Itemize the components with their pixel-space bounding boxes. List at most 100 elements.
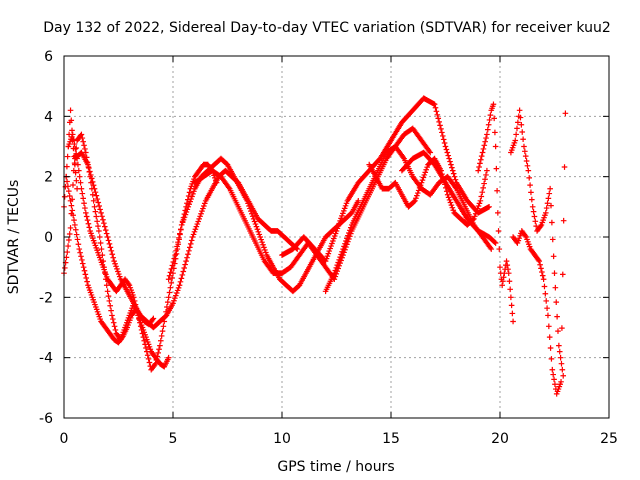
data-point	[488, 246, 495, 252]
data-point	[68, 117, 75, 124]
data-point	[105, 237, 112, 244]
data-point	[492, 143, 499, 150]
data-point	[506, 278, 513, 285]
data-point	[138, 327, 145, 333]
data-point	[436, 119, 442, 125]
data-point	[341, 205, 348, 212]
data-point	[99, 213, 105, 220]
data-point	[90, 198, 97, 204]
data-point	[91, 204, 98, 210]
data-point	[505, 266, 511, 272]
data-point	[66, 193, 73, 199]
data-point	[112, 327, 119, 333]
data-point	[341, 243, 347, 250]
data-point	[332, 230, 339, 237]
data-point	[546, 323, 552, 330]
data-point	[77, 249, 83, 256]
data-point	[184, 206, 191, 213]
y-tick-label: -6	[39, 411, 53, 427]
data-point	[508, 294, 514, 301]
data-point	[472, 210, 479, 217]
data-point	[448, 202, 455, 208]
axis-ticks: 0 5 10 15 20 25 -6 -4 -2 0 2 4 6	[39, 49, 618, 447]
data-point	[550, 371, 556, 378]
data-point	[262, 247, 268, 253]
data-point	[160, 323, 167, 330]
data-point	[144, 352, 151, 359]
data-point	[114, 266, 120, 272]
series-sat-7	[279, 95, 492, 264]
data-point	[476, 200, 483, 207]
data-point	[558, 379, 564, 385]
data-point	[103, 282, 110, 289]
data-point	[167, 269, 174, 276]
data-point	[86, 224, 93, 231]
data-point	[72, 226, 79, 233]
data-point	[165, 354, 172, 361]
data-point	[65, 188, 72, 194]
data-point	[450, 170, 457, 177]
data-point	[484, 131, 490, 138]
data-point	[537, 223, 544, 229]
data-point	[483, 172, 489, 178]
data-point	[544, 305, 550, 311]
data-point	[78, 131, 85, 138]
data-point	[83, 210, 89, 216]
data-point	[342, 203, 349, 209]
data-point	[509, 310, 516, 317]
data-point	[62, 265, 68, 271]
data-point	[414, 192, 420, 199]
data-point	[112, 260, 118, 267]
data-point	[435, 115, 442, 122]
data-point	[83, 275, 90, 281]
data-point	[531, 213, 538, 220]
data-point	[419, 177, 426, 183]
y-tick-label: -2	[39, 290, 53, 306]
data-point	[549, 219, 555, 226]
data-point	[442, 143, 449, 150]
data-point	[475, 203, 482, 209]
data-point	[81, 267, 88, 274]
data-point	[333, 228, 340, 234]
data-point	[484, 126, 491, 133]
data-point	[96, 228, 102, 234]
data-point	[536, 258, 543, 264]
data-point	[523, 158, 530, 164]
data-point	[185, 251, 191, 258]
data-point	[115, 268, 121, 275]
data-point	[252, 221, 259, 227]
data-point	[87, 168, 93, 175]
data-point	[66, 131, 72, 138]
data-point	[110, 319, 117, 326]
data-point	[532, 218, 539, 225]
data-point	[65, 143, 72, 150]
data-point	[326, 248, 333, 254]
data-point	[559, 325, 565, 331]
data-point	[94, 196, 101, 202]
data-point	[518, 121, 525, 128]
data-point	[561, 164, 568, 170]
data-point	[177, 226, 184, 233]
data-point	[497, 264, 503, 270]
data-point	[97, 240, 104, 246]
data-point	[331, 233, 338, 239]
data-point	[545, 195, 552, 202]
data-point	[101, 223, 108, 230]
data-point	[153, 357, 160, 363]
data-point	[481, 142, 488, 149]
data-point	[545, 312, 551, 319]
data-point	[105, 293, 112, 299]
data-point	[188, 196, 194, 202]
data-point	[562, 110, 569, 117]
data-point	[495, 210, 501, 216]
data-point	[88, 175, 95, 182]
data-point	[102, 227, 109, 233]
data-point	[142, 341, 148, 348]
data-point	[94, 218, 100, 225]
data-point	[433, 108, 440, 115]
data-point	[84, 278, 90, 285]
data-point	[427, 149, 434, 156]
data-point	[452, 176, 459, 183]
data-point	[64, 163, 70, 170]
data-point	[484, 167, 490, 174]
